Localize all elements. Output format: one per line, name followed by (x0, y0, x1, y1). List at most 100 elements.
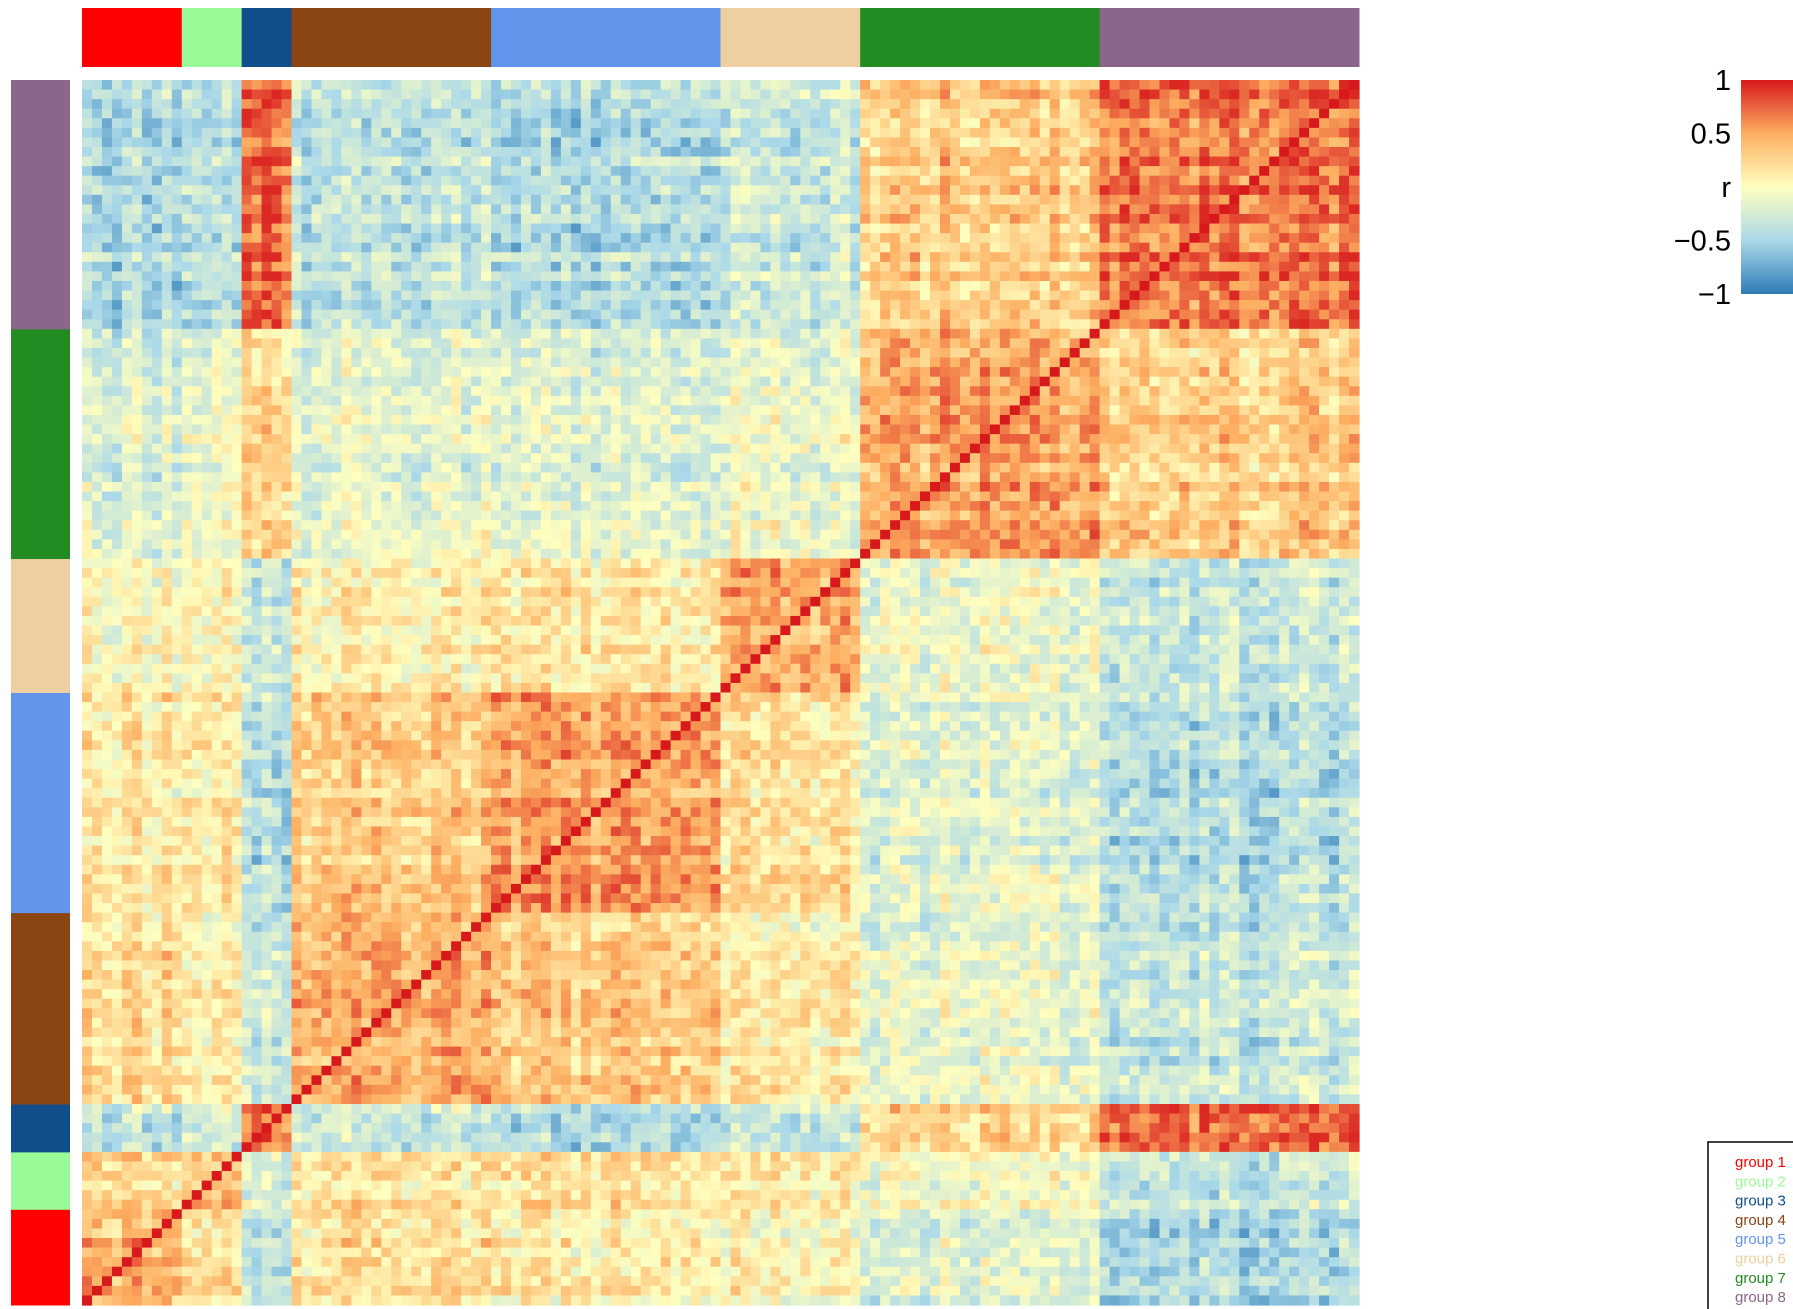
heatmap-cell (341, 300, 352, 311)
heatmap-cell (121, 271, 133, 282)
heatmap-cell (620, 137, 632, 148)
heatmap-cell (949, 328, 961, 339)
heatmap-cell (431, 280, 442, 292)
heatmap-cell (121, 108, 133, 119)
heatmap-cell (191, 233, 203, 244)
heatmap-cell (151, 386, 163, 397)
heatmap-cell (391, 405, 402, 416)
heatmap-cell (351, 185, 362, 196)
heatmap-cell (1209, 309, 1220, 320)
heatmap-cell (441, 328, 452, 339)
heatmap-cell (860, 118, 871, 129)
heatmap-cell (520, 300, 532, 311)
heatmap-cell (461, 347, 472, 359)
heatmap-cell (910, 347, 921, 359)
heatmap-cell (1079, 424, 1091, 435)
heatmap-cell (740, 242, 752, 253)
heatmap-cell (271, 223, 283, 234)
heatmap-cell (461, 414, 472, 426)
heatmap-cell (1199, 328, 1210, 339)
heatmap-cell (1149, 271, 1161, 282)
heatmap-cell (770, 223, 781, 234)
heatmap-cell (830, 108, 841, 119)
heatmap-cell (820, 434, 831, 445)
heatmap-cell (1219, 328, 1230, 339)
heatmap-cell (1349, 290, 1360, 301)
heatmap-cell (1039, 213, 1051, 225)
heatmap-cell (650, 213, 662, 225)
heatmap-cell (82, 386, 93, 397)
heatmap-cell (710, 443, 722, 454)
heatmap-cell (600, 108, 612, 119)
heatmap-cell (790, 414, 801, 426)
heatmap-cell (610, 414, 622, 426)
heatmap-cell (1209, 414, 1220, 426)
heatmap-cell (1249, 185, 1260, 196)
heatmap-cell (1019, 271, 1031, 282)
heatmap-cell (1279, 376, 1290, 387)
heatmap-cell (1339, 194, 1350, 206)
heatmap-cell (660, 424, 672, 435)
heatmap-cell (710, 242, 722, 253)
heatmap-cell (121, 175, 133, 186)
heatmap-cell (999, 204, 1011, 215)
heatmap-cell (600, 424, 612, 435)
heatmap-cell (790, 194, 801, 206)
heatmap-cell (810, 166, 821, 177)
heatmap-cell (301, 290, 313, 301)
heatmap-cell (1169, 357, 1181, 368)
heatmap-cell (321, 338, 333, 349)
heatmap-cell (1109, 118, 1121, 129)
heatmap-cell (820, 405, 831, 416)
heatmap-cell (111, 395, 123, 406)
heatmap-cell (870, 252, 881, 263)
heatmap-cell (760, 99, 771, 110)
heatmap-cell (820, 252, 831, 263)
heatmap-cell (1239, 338, 1250, 349)
heatmap-cell (211, 300, 223, 311)
heatmap-cell (900, 405, 911, 416)
heatmap-cell (510, 242, 522, 253)
heatmap-cell (1289, 347, 1300, 359)
heatmap-cell (461, 127, 472, 139)
heatmap-cell (441, 194, 452, 206)
heatmap-cell (411, 376, 422, 387)
heatmap-cell (1079, 166, 1091, 177)
heatmap-cell (281, 80, 293, 91)
heatmap-cell (760, 338, 771, 349)
heatmap-cell (840, 80, 851, 91)
heatmap-cell (1339, 271, 1350, 282)
heatmap-cell (1229, 175, 1240, 186)
heatmap-cell (82, 347, 93, 359)
heatmap-cell (780, 309, 791, 320)
heatmap-cell (540, 146, 552, 158)
heatmap-cell (1349, 252, 1360, 263)
heatmap-cell (431, 127, 442, 139)
heatmap-cell (321, 443, 333, 454)
heatmap-cell (361, 328, 372, 339)
heatmap-cell (231, 204, 243, 215)
heatmap-cell (800, 309, 811, 320)
heatmap-cell (301, 405, 313, 416)
heatmap-cell (461, 319, 472, 330)
heatmap-cell (241, 357, 253, 368)
heatmap-cell (351, 395, 362, 406)
heatmap-cell (181, 127, 193, 139)
heatmap-cell (82, 367, 93, 378)
heatmap-cell (1049, 185, 1061, 196)
heatmap-cell (520, 175, 532, 186)
heatmap-cell (491, 108, 502, 119)
heatmap-cell (221, 137, 233, 148)
heatmap-cell (1289, 395, 1300, 406)
heatmap-cell (590, 242, 602, 253)
heatmap-cell (181, 414, 193, 426)
heatmap-cell (740, 213, 752, 225)
heatmap-cell (141, 118, 153, 129)
heatmap-cell (411, 175, 422, 186)
heatmap-cell (321, 185, 333, 196)
heatmap-cell (600, 271, 612, 282)
heatmap-cell (1249, 376, 1260, 387)
heatmap-cell (451, 347, 462, 359)
heatmap-cell (351, 175, 362, 186)
heatmap-cell (471, 319, 482, 330)
